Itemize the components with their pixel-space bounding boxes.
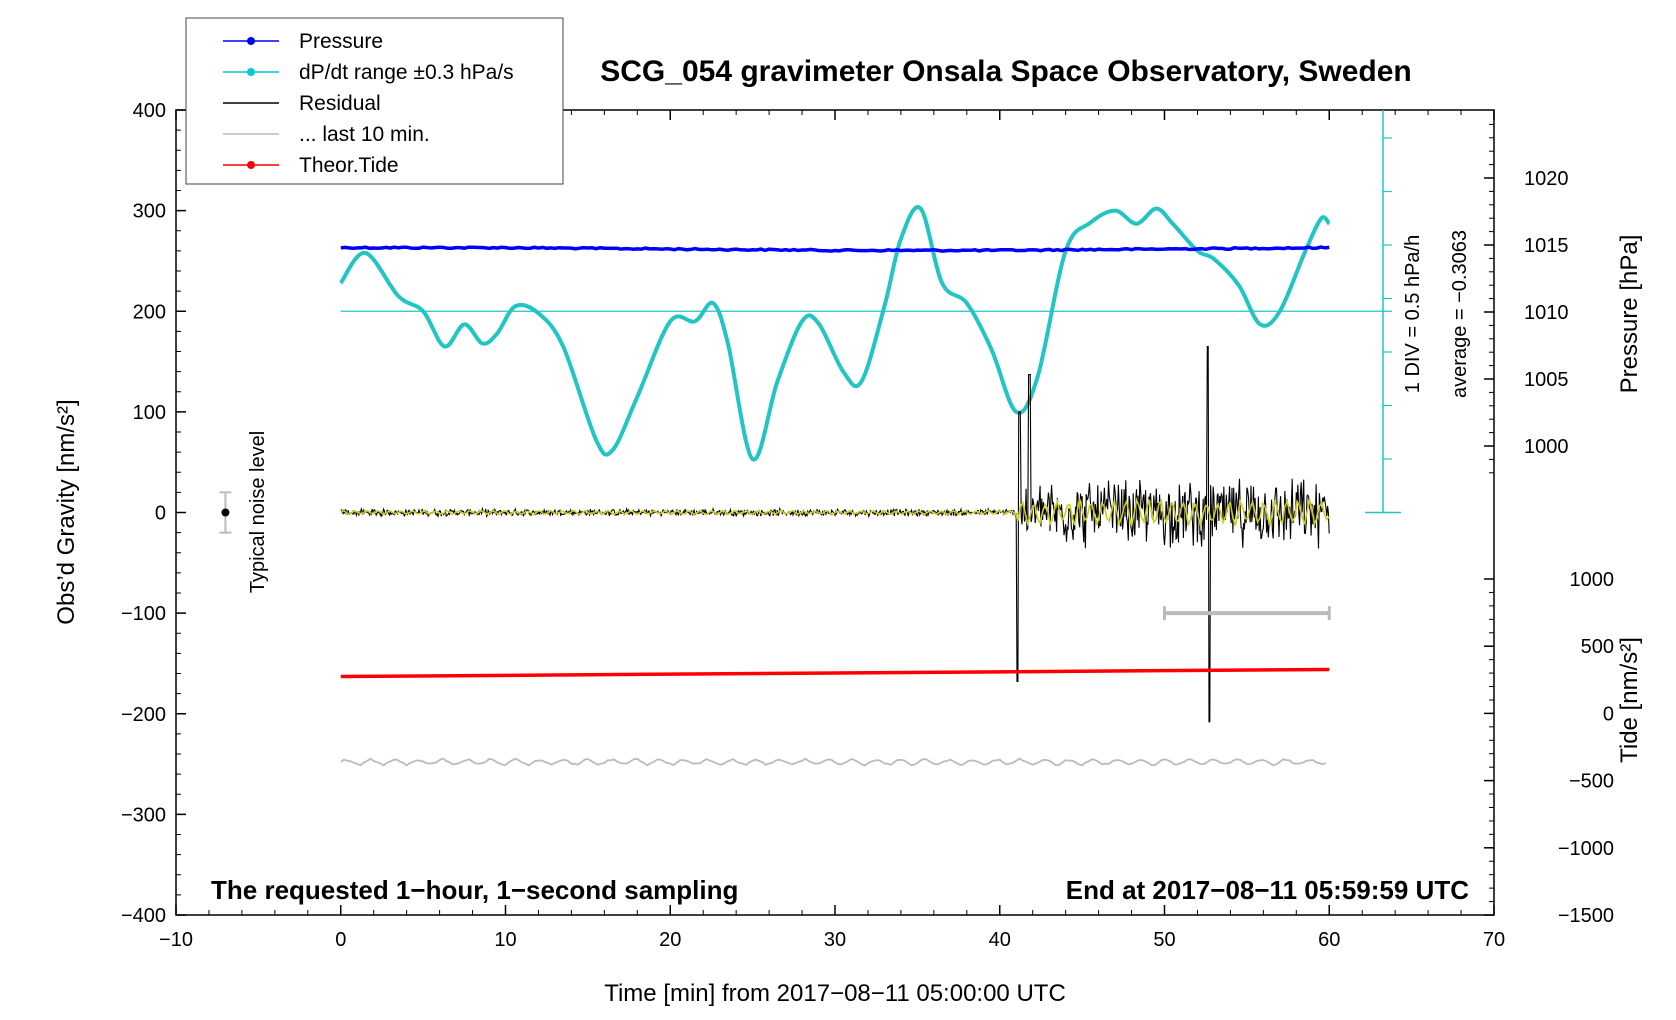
end-time-annotation: End at 2017−08−11 05:59:59 UTC [1066,875,1469,905]
x-axis-title: Time [min] from 2017−08−11 05:00:00 UTC [604,980,1066,1007]
pressure-tick-label: 1010 [1524,302,1569,324]
legend-box [185,17,564,185]
y-tick-label: 100 [133,402,166,424]
legend-label: ... last 10 min. [299,123,430,146]
y-tick-label: 400 [133,100,166,122]
data-series [219,205,1392,767]
tide-tick-label: −1500 [1558,905,1614,927]
x-tick-label: 0 [335,929,346,951]
y-tick-label: −100 [121,603,166,625]
y-tick-label: −200 [121,704,166,726]
noise-point [221,508,230,517]
tide-tick-label: 500 [1581,636,1614,658]
x-tick-label: 60 [1318,929,1340,951]
tide-tick-label: −500 [1569,771,1614,793]
y-tick-label: −300 [121,804,166,826]
noise-level-label: Typical noise level [247,431,269,593]
x-tick-label: 30 [824,929,846,951]
chart-title: SCG_054 gravimeter Onsala Space Observat… [600,55,1412,88]
theor-tide-line [340,667,1330,679]
tide-axis-title: Tide [nm/s²] [1616,637,1643,763]
x-tick-label: 20 [659,929,681,951]
legend-swatch-marker [247,68,255,76]
dpdt-scale-ruler [1365,110,1401,514]
pressure-tick-label: 1015 [1524,235,1569,257]
dpdt-curve [339,205,1331,462]
pressure-axis-title: Pressure [hPa] [1616,235,1643,394]
y-tick-label: −400 [121,905,166,927]
axis-ticks: −10 0 10 20 30 40 50 60 704003002001000−100−200−… [121,100,1614,951]
y-tick-label: 0 [155,503,166,525]
x-tick-label: 70 [1483,929,1505,951]
legend-items: Pressure dP/dt range ±0.3 hPa/s Residual..… [223,30,514,177]
x-tick-label: 10 [494,929,516,951]
x-tick-label: 50 [1153,929,1175,951]
average-annotation: average = −0.3063 [1449,230,1471,398]
pressure-tick-label: 1020 [1524,168,1569,190]
legend-swatch-marker [247,161,255,169]
div-annotation: 1 DIV = 0.5 hPa/h [1402,235,1424,393]
pressure-tick-label: 1000 [1524,436,1569,458]
sampling-annotation: The requested 1−hour, 1−second sampling [211,875,738,905]
y-axis-title: Obs’d Gravity [nm/s²] [53,399,80,624]
x-tick-label: −10 [159,929,193,951]
y-tick-label: 300 [133,201,166,223]
y-tick-label: 200 [133,301,166,323]
legend: Pressure dP/dt range ±0.3 hPa/s Residual..… [185,17,564,185]
pressure-tick-label: 1005 [1524,369,1569,391]
x-tick-label: 40 [989,929,1011,951]
legend-label: Residual [299,92,381,115]
residual-smoothed-line [340,496,1330,528]
last-10-min-line [340,757,1327,767]
residual-line [340,345,1330,723]
tide-tick-label: −1000 [1558,838,1614,860]
legend-label: Theor.Tide [299,154,399,177]
legend-swatch-marker [247,37,255,45]
tide-tick-label: 0 [1603,703,1614,725]
legend-label: dP/dt range ±0.3 hPa/s [299,61,514,84]
tide-tick-label: 1000 [1570,569,1615,591]
legend-label: Pressure [299,30,383,53]
pressure-line [340,245,1330,253]
